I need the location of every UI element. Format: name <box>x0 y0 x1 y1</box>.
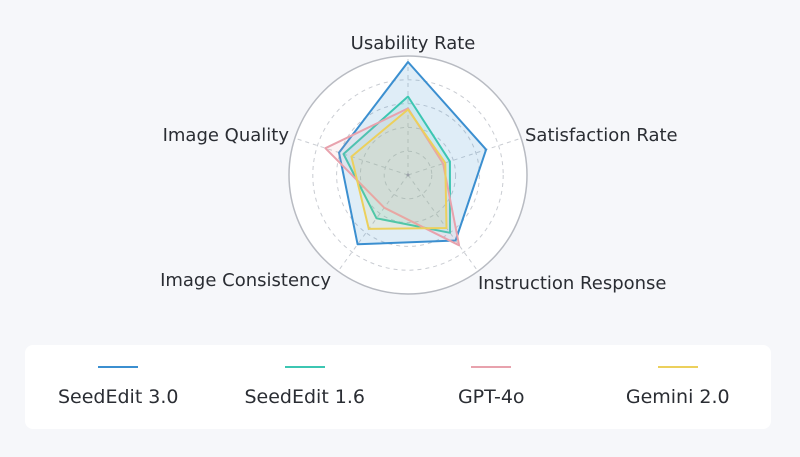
axis-spoke-4 <box>337 174 409 272</box>
grid-ring-1 <box>383 150 433 200</box>
legend: SeedEdit 3.0 SeedEdit 1.6 GPT-4o Gemini … <box>25 345 771 429</box>
axis-label-image-quality: Image Quality <box>163 125 290 146</box>
grid-rings <box>312 79 504 271</box>
radar-chart: Usability Rate Satisfaction Rate Instruc… <box>160 33 678 295</box>
axis-spoke-2 <box>407 137 522 176</box>
legend-label: SeedEdit 3.0 <box>57 386 179 408</box>
series-polygon-3 <box>324 107 461 247</box>
legend-label: Gemini 2.0 <box>625 386 730 408</box>
axis-spoke-3 <box>407 174 479 272</box>
legend-item-gpt-4o[interactable]: GPT-4o <box>411 366 571 408</box>
series-layer <box>324 61 488 247</box>
series-polygon-4 <box>350 108 448 230</box>
axis-spokes <box>294 56 522 272</box>
legend-swatch <box>98 366 139 368</box>
grid-ring-2 <box>359 126 457 224</box>
legend-swatch <box>284 366 325 368</box>
legend-item-gemini-2[interactable]: Gemini 2.0 <box>598 366 758 408</box>
legend-label: SeedEdit 1.6 <box>244 386 366 408</box>
grid-ring-4 <box>312 79 504 271</box>
axis-label-instruction-response: Instruction Response <box>478 273 667 294</box>
legend-swatch <box>657 366 698 368</box>
center-dot <box>406 173 410 177</box>
axis-label-image-consistency: Image Consistency <box>160 270 331 291</box>
axis-label-usability-rate: Usability Rate <box>351 33 476 54</box>
legend-label: GPT-4o <box>457 386 525 408</box>
legend-swatch <box>471 366 512 368</box>
legend-item-seededit-3[interactable]: SeedEdit 3.0 <box>38 366 198 408</box>
axis-label-satisfaction-rate: Satisfaction Rate <box>525 125 678 146</box>
legend-item-seededit-1-6[interactable]: SeedEdit 1.6 <box>225 366 385 408</box>
